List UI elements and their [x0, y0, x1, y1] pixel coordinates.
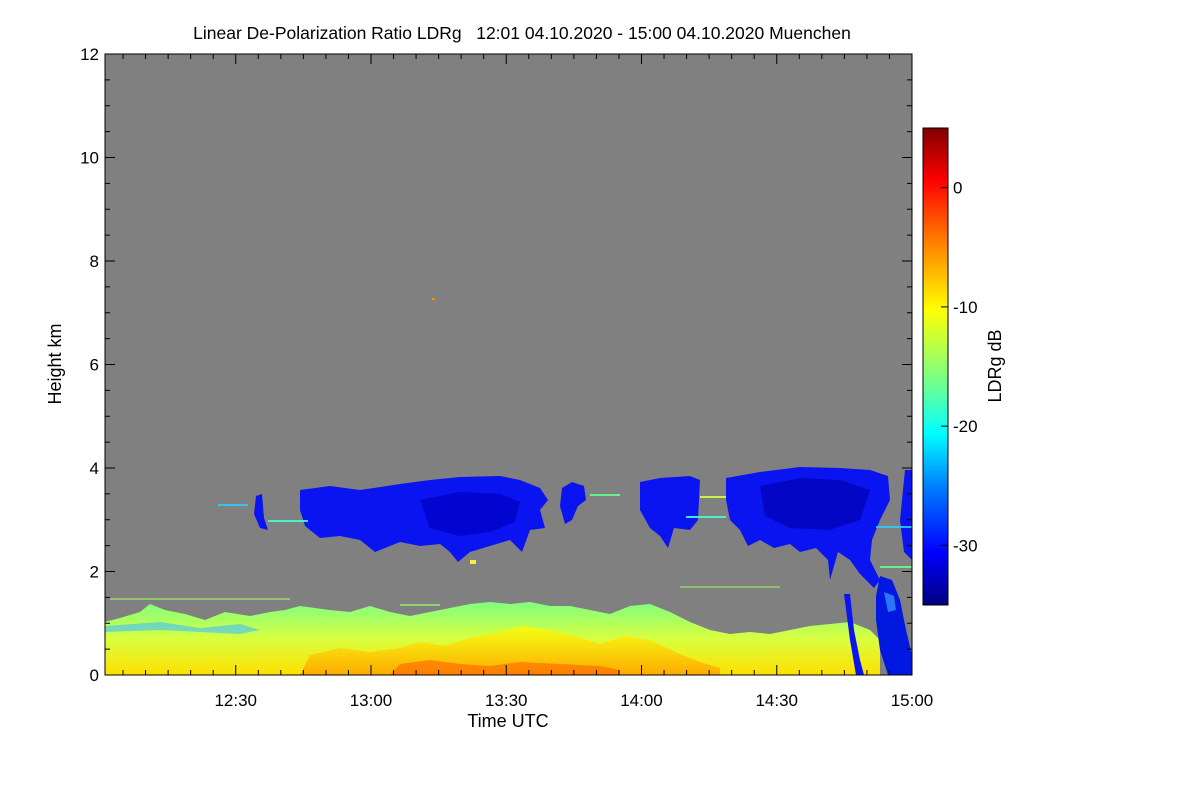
y-tick-label: 4 [90, 459, 99, 478]
y-axis: 0 2 4 6 8 10 12 [80, 45, 912, 685]
colorbar-axis: 0 -10 -20 -30 [941, 179, 978, 555]
boundary-layer-core [300, 626, 720, 675]
y-tick-label: 8 [90, 252, 99, 271]
x-tick-label: 12:30 [214, 691, 257, 710]
cloud-fragment [560, 482, 586, 524]
colorbar-tick-label: -10 [953, 298, 978, 317]
colorbar-tick-label: -30 [953, 536, 978, 555]
colorbar-tick-label: 0 [953, 179, 962, 198]
x-axis: 12:30 13:00 13:30 14:00 14:30 15:00 [122, 54, 934, 710]
boundary-layer-surface [390, 660, 620, 675]
colorbar-tick-label: -20 [953, 417, 978, 436]
fall-streak-core [884, 592, 896, 612]
x-tick-label: 15:00 [891, 691, 934, 710]
boundary-layer-edge [105, 622, 260, 634]
cloud-layer-3-inner [760, 478, 870, 530]
y-tick-label: 0 [90, 666, 99, 685]
cloud-edge [900, 470, 912, 560]
precip-trace [844, 594, 864, 675]
y-tick-label: 2 [90, 563, 99, 582]
x-tick-label: 14:00 [620, 691, 663, 710]
fall-streak [876, 576, 912, 675]
y-tick-label: 6 [90, 356, 99, 375]
y-tick-label: 12 [80, 45, 99, 64]
cloud-layer-2 [640, 476, 700, 548]
colorbar-label: LDRg dB [985, 329, 1005, 402]
x-tick-label: 13:30 [485, 691, 528, 710]
chart-title: Linear De-Polarization Ratio LDRg 12:01 … [193, 23, 851, 43]
x-axis-label: Time UTC [467, 711, 548, 731]
x-tick-label: 14:30 [755, 691, 798, 710]
sparse-returns [110, 298, 912, 606]
colorbar [922, 127, 949, 606]
y-axis-label: Height km [45, 323, 65, 404]
x-tick-label: 13:00 [350, 691, 393, 710]
plot-background [105, 54, 912, 675]
cloud-layer-1-inner [420, 492, 520, 536]
cloud-fragment [254, 494, 268, 530]
y-tick-label: 10 [80, 149, 99, 168]
